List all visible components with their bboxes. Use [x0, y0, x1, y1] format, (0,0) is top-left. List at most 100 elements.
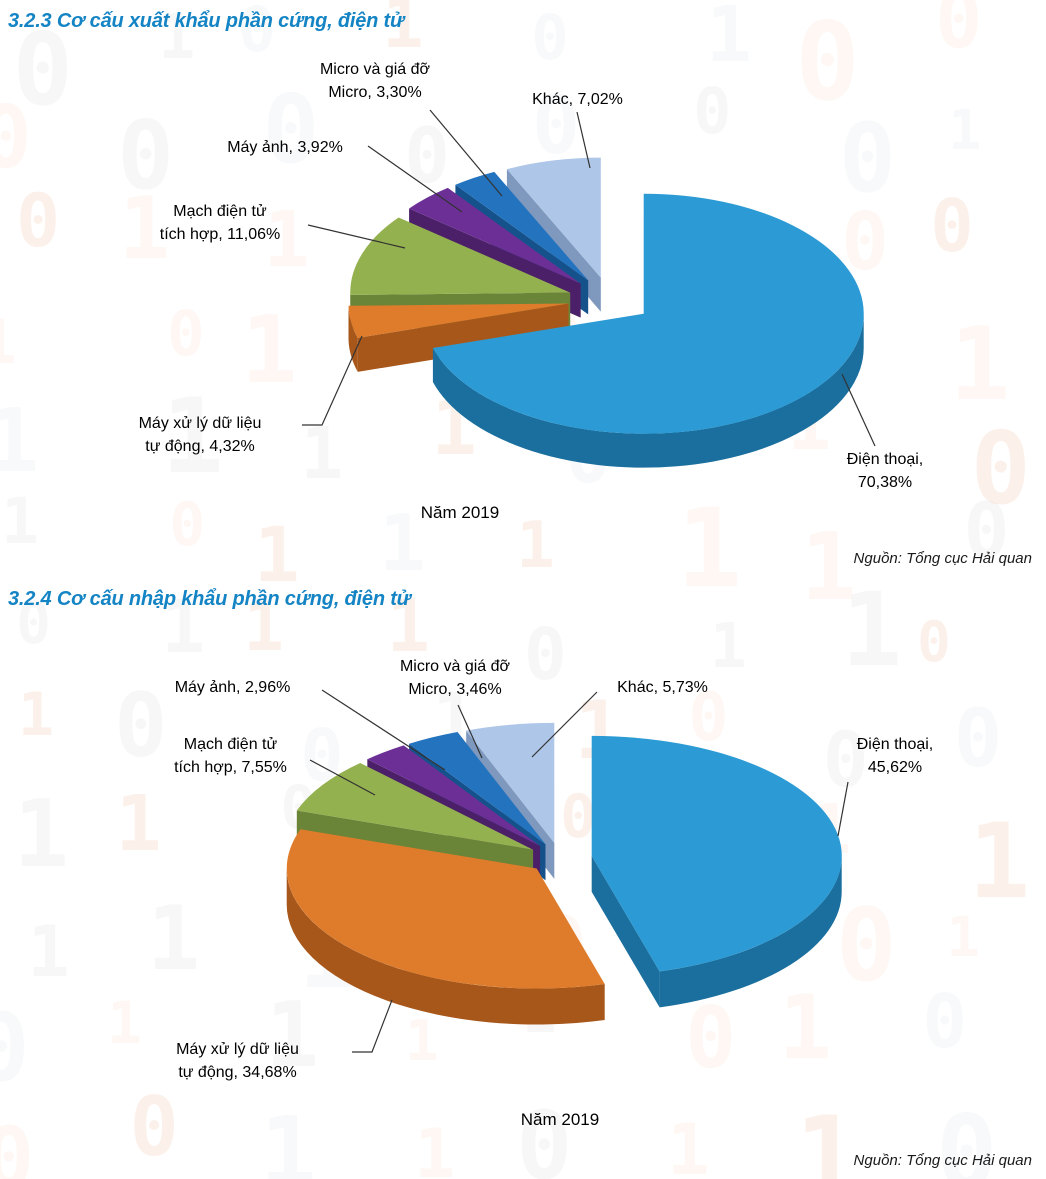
pie-slice	[455, 171, 589, 281]
export-source: Nguồn: Tổng cục Hải quan	[853, 550, 1032, 567]
watermark-digit: 1	[13, 779, 69, 888]
watermark-digit: 0	[0, 88, 32, 188]
watermark-digit: 0	[794, 0, 860, 126]
watermark-digit: 0	[822, 714, 869, 804]
watermark-digit: 1	[516, 507, 555, 583]
watermark-digit: 0	[963, 485, 1010, 575]
watermark-digit: 1	[948, 97, 982, 163]
watermark-digit: 1	[946, 905, 980, 970]
pie-slice-rim	[348, 305, 358, 372]
leader-line	[352, 999, 393, 1053]
pie-slice	[286, 829, 605, 989]
watermark-digit: 0	[262, 75, 320, 186]
watermark-digit: 0	[953, 690, 1003, 785]
watermark-digit: 1	[676, 484, 742, 612]
watermark-digit: 0	[935, 0, 983, 67]
watermark-digit: 1	[27, 911, 70, 994]
watermark-digit: 0	[693, 74, 732, 149]
import-chart-caption: Năm 2019	[520, 1110, 600, 1129]
watermark-digit: 1	[161, 585, 206, 671]
watermark-digit: 1	[1, 483, 39, 558]
watermark-digit: 0	[685, 988, 737, 1088]
export-label-may-xu-ly: Máy xử lý dữ liệu tự động, 4,32%	[138, 415, 262, 456]
export-label-dien-thoai: Điện thoại, 70,38%	[846, 451, 924, 492]
watermark-digit: 0	[835, 886, 897, 1004]
watermark-digit: 0	[16, 179, 61, 265]
watermark-digit: 1	[405, 1008, 439, 1074]
watermark-digit: 1	[241, 296, 298, 405]
import-label-mach-dien-tu: Mạch điện tử tích hợp, 7,55%	[174, 736, 287, 777]
watermark-digit: 1	[778, 976, 832, 1080]
watermark-digit: 1	[968, 801, 1031, 922]
export-label-may-anh: Máy ảnh, 3,92%	[227, 139, 343, 156]
watermark-digit: 0	[114, 674, 168, 778]
watermark-digit: 0	[404, 111, 450, 200]
watermark-digit: 1	[158, 1, 196, 74]
leader-line	[576, 111, 591, 169]
leader-line	[841, 373, 876, 447]
watermark-digit: 0	[238, 0, 276, 66]
export-label-micro: Micro và giá đỡ Micro, 3,30%	[319, 61, 431, 102]
watermark-digit: 1	[115, 778, 162, 869]
leader-line	[307, 224, 406, 249]
pie-slice	[409, 732, 546, 845]
watermark-digit: 1	[378, 498, 426, 589]
pie-slice-edge	[591, 855, 660, 1008]
watermark-digit: 0	[16, 590, 51, 658]
watermark-digit: 1	[259, 1097, 317, 1179]
export-label-mach-dien-tu: Mạch điện tử tích hợp, 11,06%	[159, 203, 281, 244]
watermark-digit: 1	[300, 411, 344, 496]
section-heading-export: 3.2.3 Cơ cấu xuất khẩu phần cứng, điện t…	[8, 10, 405, 32]
watermark-digit: 1	[265, 984, 320, 1089]
watermark-digit: 0	[12, 10, 73, 128]
watermark-digit: 1	[0, 389, 40, 492]
watermark-digit: 1	[118, 179, 171, 279]
pie-slice	[409, 187, 581, 284]
pie-slice-edge	[357, 303, 569, 372]
watermark-digit: 1	[949, 304, 1011, 423]
pie-slice	[367, 745, 541, 846]
pie-slice-rim	[286, 868, 605, 1025]
watermark-digit: 1	[161, 376, 224, 497]
watermark-digit: 1	[414, 1114, 455, 1179]
watermark-digit: 0	[930, 185, 974, 270]
export-pie-3d	[302, 109, 876, 468]
watermark-digit: 0	[841, 195, 889, 289]
pie-slice	[506, 157, 601, 278]
watermark-digit: 0	[688, 678, 729, 757]
import-source: Nguồn: Tổng cục Hải quan	[853, 1152, 1032, 1169]
leader-line	[429, 109, 503, 197]
leader-line	[367, 145, 463, 213]
pie-slice-rim	[659, 855, 842, 1008]
leader-line	[309, 759, 376, 796]
watermark-digit: 0	[167, 296, 205, 370]
import-label-micro: Micro và giá đỡ Micro, 3,46%	[399, 658, 511, 699]
watermark-digit: 1	[709, 610, 747, 682]
export-label-khac: Khác, 7,02%	[532, 91, 623, 108]
watermark-digit: 0	[970, 410, 1031, 528]
leader-line	[837, 781, 849, 837]
watermark-digit: 1	[147, 886, 201, 990]
section-heading-import: 3.2.4 Cơ cấu nhập khẩu phần cứng, điện t…	[8, 588, 411, 610]
watermark-digit: 0	[531, 0, 569, 74]
pie-slice	[432, 193, 864, 434]
pie-slice-rim	[432, 313, 864, 468]
export-chart-caption: Năm 2019	[420, 503, 500, 522]
leader-line	[302, 335, 363, 426]
watermark-digit: 0	[560, 782, 597, 853]
watermark-digit: 1	[253, 510, 300, 600]
import-pie-3d	[286, 689, 849, 1053]
watermark-digit: 1	[800, 512, 857, 621]
pie-slice	[348, 303, 569, 338]
watermark-digit: 1	[382, 0, 424, 65]
pie-slice	[591, 735, 842, 972]
pie-slice	[466, 722, 555, 843]
leader-line	[531, 691, 598, 758]
pie-slice	[350, 217, 571, 295]
watermark-digit: 0	[838, 103, 897, 214]
watermark-digit: 1	[794, 1093, 860, 1179]
watermark-digit: 0	[0, 994, 30, 1104]
watermark-digit: 1	[666, 1107, 710, 1179]
